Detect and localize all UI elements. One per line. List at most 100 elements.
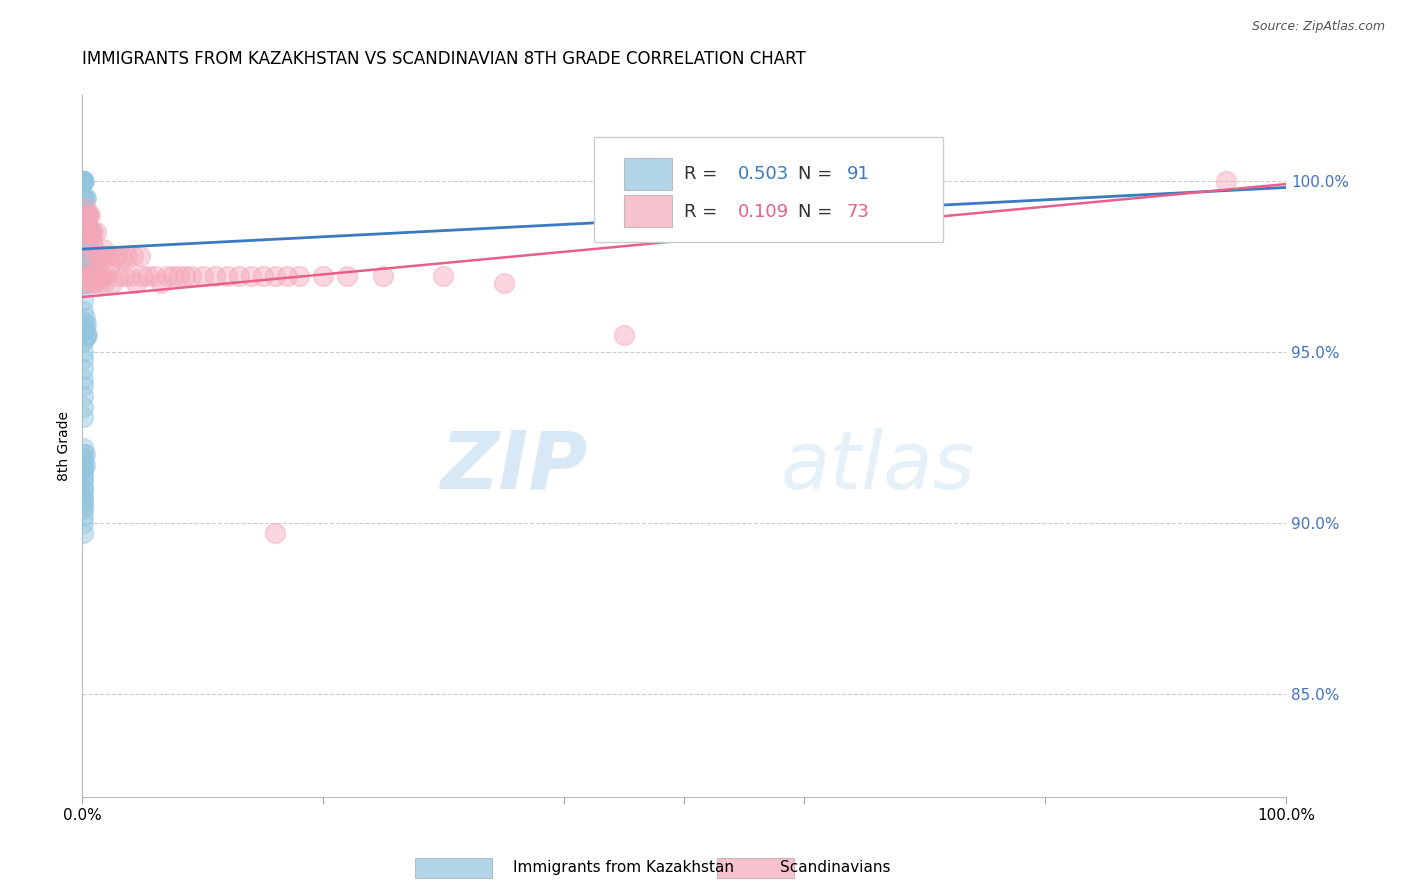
Point bbox=[77, 269, 100, 284]
Point bbox=[75, 242, 97, 256]
Point bbox=[72, 174, 94, 188]
Point bbox=[77, 225, 100, 239]
Point bbox=[276, 269, 298, 284]
Point bbox=[72, 362, 94, 376]
Point bbox=[91, 242, 114, 256]
Text: Immigrants from Kazakhstan: Immigrants from Kazakhstan bbox=[513, 860, 734, 874]
Point bbox=[72, 174, 94, 188]
Point bbox=[72, 225, 94, 239]
Point bbox=[72, 225, 94, 239]
Point bbox=[76, 225, 98, 239]
Point bbox=[613, 327, 636, 342]
Point bbox=[492, 277, 515, 291]
Point bbox=[72, 526, 94, 541]
Point bbox=[228, 269, 250, 284]
Point bbox=[72, 191, 94, 205]
Point bbox=[72, 293, 94, 308]
Point bbox=[103, 249, 125, 263]
Text: atlas: atlas bbox=[780, 428, 976, 506]
Point bbox=[105, 249, 128, 263]
Point bbox=[77, 208, 100, 222]
Point bbox=[72, 400, 94, 414]
Point bbox=[72, 208, 94, 222]
Point bbox=[72, 334, 94, 349]
Point bbox=[73, 259, 96, 273]
Point bbox=[72, 242, 94, 256]
Point bbox=[73, 310, 96, 325]
Point bbox=[80, 235, 103, 250]
Point bbox=[72, 461, 94, 475]
Point bbox=[86, 249, 108, 263]
Point bbox=[82, 249, 104, 263]
Point bbox=[215, 269, 238, 284]
Point bbox=[76, 327, 98, 342]
Point bbox=[72, 409, 94, 424]
Point bbox=[72, 314, 94, 328]
Point bbox=[72, 208, 94, 222]
Point bbox=[76, 242, 98, 256]
Point bbox=[73, 208, 96, 222]
Point bbox=[75, 225, 97, 239]
Point bbox=[180, 269, 202, 284]
Point bbox=[107, 269, 129, 284]
Point bbox=[82, 269, 104, 284]
Point bbox=[73, 269, 96, 284]
Point bbox=[72, 495, 94, 509]
FancyBboxPatch shape bbox=[624, 195, 672, 227]
Point bbox=[115, 249, 138, 263]
Point bbox=[121, 249, 143, 263]
Point bbox=[79, 249, 101, 263]
Point bbox=[373, 269, 395, 284]
Point bbox=[84, 225, 107, 239]
Point bbox=[77, 208, 100, 222]
Point bbox=[72, 475, 94, 489]
Point bbox=[98, 259, 121, 273]
Point bbox=[75, 259, 97, 273]
Point bbox=[143, 269, 166, 284]
Text: N =: N = bbox=[799, 165, 838, 184]
Point bbox=[72, 174, 94, 188]
Point bbox=[73, 225, 96, 239]
Point bbox=[77, 225, 100, 239]
Point bbox=[312, 269, 335, 284]
Point bbox=[94, 249, 117, 263]
Point bbox=[87, 259, 110, 273]
Point bbox=[72, 174, 94, 188]
Point bbox=[72, 174, 94, 188]
Point bbox=[79, 225, 101, 239]
Point bbox=[73, 331, 96, 345]
Point bbox=[93, 277, 115, 291]
Point bbox=[97, 249, 120, 263]
Point bbox=[73, 208, 96, 222]
Point bbox=[138, 269, 160, 284]
Point bbox=[79, 208, 101, 222]
Point bbox=[72, 351, 94, 366]
Y-axis label: 8th Grade: 8th Grade bbox=[58, 411, 72, 481]
Point bbox=[72, 174, 94, 188]
Point bbox=[80, 269, 103, 284]
Point bbox=[75, 201, 97, 215]
Point bbox=[72, 502, 94, 516]
Point bbox=[191, 269, 214, 284]
Point bbox=[162, 269, 184, 284]
Point bbox=[112, 269, 135, 284]
Point bbox=[120, 269, 142, 284]
Point bbox=[288, 269, 311, 284]
Point bbox=[432, 269, 454, 284]
Point bbox=[80, 249, 103, 263]
Point bbox=[75, 225, 97, 239]
Point bbox=[73, 259, 96, 273]
Point bbox=[129, 249, 152, 263]
Point bbox=[75, 215, 97, 229]
Point bbox=[72, 516, 94, 530]
Point bbox=[72, 488, 94, 502]
Point bbox=[73, 191, 96, 205]
Text: 0.503: 0.503 bbox=[738, 165, 790, 184]
Point bbox=[75, 318, 97, 332]
Text: IMMIGRANTS FROM KAZAKHSTAN VS SCANDINAVIAN 8TH GRADE CORRELATION CHART: IMMIGRANTS FROM KAZAKHSTAN VS SCANDINAVI… bbox=[83, 50, 806, 69]
Point bbox=[72, 174, 94, 188]
Point bbox=[72, 491, 94, 506]
Point bbox=[72, 461, 94, 475]
Point bbox=[96, 269, 118, 284]
Point bbox=[72, 450, 94, 465]
